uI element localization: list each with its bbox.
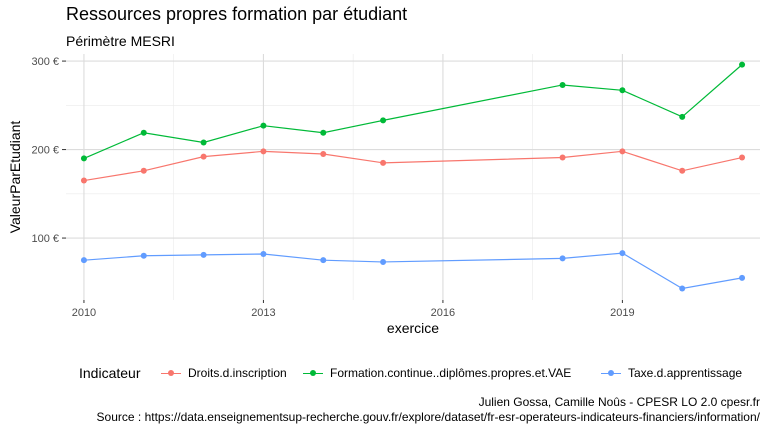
data-point: [260, 148, 267, 155]
legend-title: Indicateur: [79, 365, 141, 381]
legend-label-droits: Droits.d.inscription: [188, 366, 287, 380]
legend-key-taxe: [600, 366, 622, 380]
chart-title: Ressources propres formation par étudian…: [66, 4, 408, 24]
y-tick-label: 200 €: [31, 145, 59, 157]
x-axis-label: exercice: [387, 320, 439, 336]
gridlines: [66, 54, 760, 300]
legend-key-formation: [302, 366, 324, 380]
data-point: [320, 150, 327, 157]
line-chart: 100 € 200 € 300 € 2010 2013 2016 2019 exercice V…: [7, 54, 760, 336]
data-point: [140, 167, 147, 174]
data-point: [80, 257, 87, 264]
x-tick-label: 2019: [610, 307, 634, 319]
x-tick-label: 2010: [72, 307, 96, 319]
caption-authors: Julien Gossa, Camille Noûs - CPESR LO 2.…: [478, 395, 760, 409]
x-tick-label: 2016: [431, 307, 455, 319]
data-point: [679, 113, 686, 120]
data-point: [260, 250, 267, 257]
series-1: [80, 61, 746, 162]
y-tick-label: 300 €: [31, 56, 59, 68]
legend-item-droits: Droits.d.inscription: [160, 362, 287, 384]
data-point: [140, 129, 147, 136]
series-0: [80, 148, 746, 184]
caption-source: Source : https://data.enseignementsup-re…: [96, 410, 760, 424]
legend-key-droits: [160, 366, 182, 380]
data-point: [200, 139, 207, 146]
legend-label-formation: Formation.continue..diplômes.propres.et.…: [330, 366, 572, 380]
y-tick-label: 100 €: [31, 233, 59, 245]
x-tick-label: 2013: [251, 307, 275, 319]
data-point: [619, 250, 626, 257]
data-point: [619, 87, 626, 94]
data-point: [739, 154, 746, 161]
data-point: [619, 148, 626, 155]
data-point: [380, 159, 387, 166]
data-point: [559, 255, 566, 262]
series-line: [83, 150, 743, 182]
data-point: [679, 167, 686, 174]
data-point: [260, 122, 267, 129]
y-axis-label: ValeurParEtudiant: [7, 121, 23, 234]
data-point: [380, 117, 387, 124]
legend-item-formation: Formation.continue..diplômes.propres.et.…: [302, 362, 571, 384]
data-point: [200, 153, 207, 160]
data-point: [80, 177, 87, 184]
data-point: [380, 258, 387, 265]
data-point: [140, 252, 147, 259]
legend: Indicateur Droits.d.inscription Formatio…: [0, 362, 768, 384]
data-point: [559, 81, 566, 88]
series-2: [80, 250, 746, 292]
legend-label-taxe: Taxe.d.apprentissage: [628, 366, 743, 380]
data-point: [200, 251, 207, 258]
series-line: [83, 64, 743, 159]
data-point: [739, 274, 746, 281]
data-point: [679, 285, 686, 292]
data-point: [320, 129, 327, 136]
data-point: [559, 154, 566, 161]
data-point: [739, 61, 746, 68]
data-point: [80, 155, 87, 162]
legend-item-taxe: Taxe.d.apprentissage: [600, 362, 742, 384]
data-point: [320, 257, 327, 264]
series-line: [83, 252, 743, 290]
chart-subtitle: Périmètre MESRI: [66, 33, 175, 49]
